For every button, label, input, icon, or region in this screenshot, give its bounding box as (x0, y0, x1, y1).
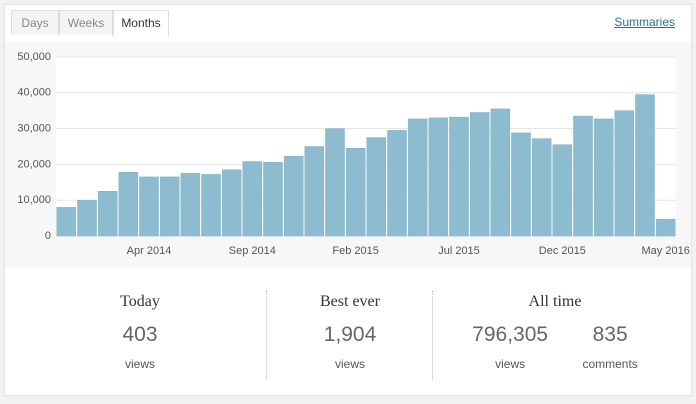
bar (56, 207, 77, 237)
x-tick-label: Dec 2015 (539, 245, 586, 257)
separator (432, 291, 433, 379)
bar (97, 191, 118, 237)
bar (159, 176, 180, 237)
stat-unit: views (124, 357, 155, 371)
bar (77, 199, 97, 237)
stat-best: Best ever 1,904 views (255, 293, 445, 371)
bar (221, 169, 242, 237)
x-tick-label: Jul 2015 (438, 245, 480, 257)
summaries-link[interactable]: Summaries (614, 15, 675, 29)
bar (345, 148, 366, 237)
bar (531, 138, 552, 237)
bar (635, 94, 655, 237)
plot-area (56, 57, 676, 236)
y-tick-label: 30,000 (17, 123, 51, 135)
x-tick-label: Apr 2014 (127, 245, 172, 257)
bar (304, 146, 325, 237)
tab-active[interactable]: Months (113, 10, 169, 37)
stat-unit: views (495, 357, 526, 371)
stat-unit: views (334, 357, 365, 371)
bar (283, 155, 304, 237)
bar (614, 110, 635, 237)
bar (490, 108, 511, 237)
bar (180, 173, 201, 237)
stat-title: Best ever (320, 293, 380, 310)
stat-all-time: All time 796,305 views 835 comments (455, 293, 655, 371)
bar (387, 130, 407, 237)
bar (469, 112, 490, 237)
bar (449, 116, 469, 237)
bar (139, 176, 159, 237)
bar (325, 128, 345, 237)
stat-value: 796,305 (472, 323, 549, 346)
separator (266, 291, 267, 379)
x-tick-label: Sep 2014 (229, 245, 276, 257)
bar (552, 144, 573, 237)
y-tick-label: 0 (45, 230, 51, 242)
stat-value: 835 (592, 323, 628, 346)
stat-title: Today (120, 293, 160, 310)
bar (201, 174, 221, 237)
bar (593, 118, 614, 237)
bar (407, 118, 428, 237)
x-tick-label: Feb 2015 (332, 245, 378, 257)
bar (118, 172, 139, 237)
bar (511, 132, 531, 237)
bar (263, 162, 283, 237)
stat-title: All time (528, 293, 582, 310)
bar (428, 117, 449, 237)
tab[interactable]: Days (11, 10, 59, 35)
stat-unit: comments (582, 357, 638, 371)
bar (655, 218, 676, 237)
stat-value: 1,904 (323, 323, 377, 346)
stat-value: 403 (122, 323, 158, 346)
chart: 0 10,000 20,000 30,000 40,000 50,000 Apr 2014 S… (5, 42, 691, 267)
y-tick-label: 50,000 (17, 51, 51, 63)
stats-panel: Days Weeks Months Summaries 0 10,000 20,00… (4, 4, 692, 396)
x-tick-label: May 2016 (642, 245, 690, 257)
y-tick-label: 20,000 (17, 158, 51, 170)
y-tick-label: 10,000 (17, 194, 51, 206)
bar (242, 161, 263, 237)
y-tick-label: 40,000 (17, 87, 51, 99)
bar (573, 115, 593, 237)
bar (366, 137, 387, 237)
stat-today: Today 403 views (45, 293, 235, 371)
tab[interactable]: Weeks (59, 10, 113, 35)
